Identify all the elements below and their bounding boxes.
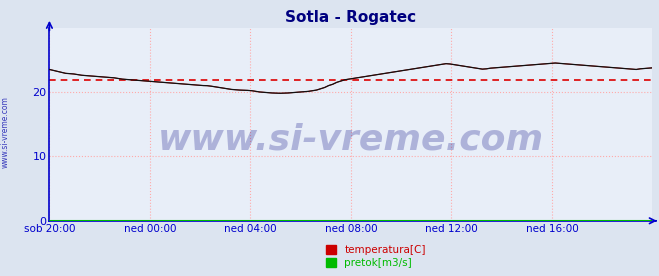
Title: Sotla - Rogatec: Sotla - Rogatec <box>285 10 416 25</box>
Legend: temperatura[C], pretok[m3/s]: temperatura[C], pretok[m3/s] <box>326 245 426 268</box>
Text: www.si-vreme.com: www.si-vreme.com <box>158 123 544 157</box>
Text: www.si-vreme.com: www.si-vreme.com <box>1 97 10 168</box>
